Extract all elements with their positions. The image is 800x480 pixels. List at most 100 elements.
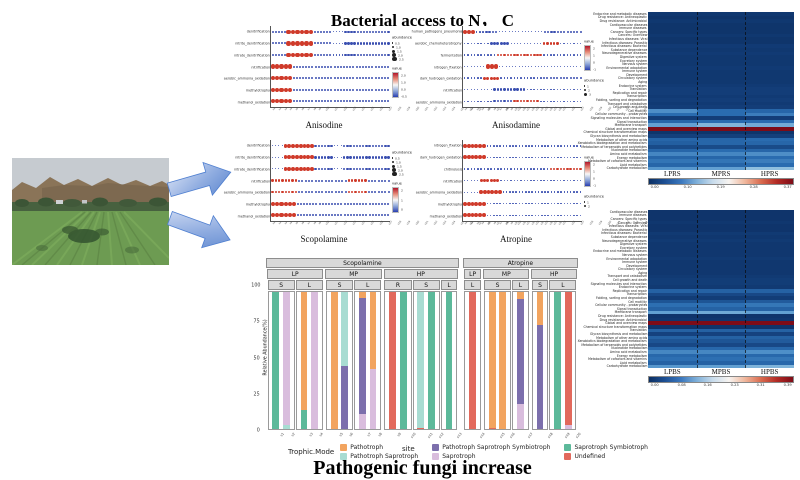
dot-cell <box>499 145 502 147</box>
dot-cell <box>502 145 505 147</box>
dot-cell <box>295 29 300 35</box>
data-dot <box>563 156 565 159</box>
data-dot <box>563 88 565 91</box>
dot-cell <box>511 156 514 159</box>
heatmap-cell <box>648 109 697 113</box>
dot-cell <box>563 145 566 147</box>
heatmap-cell <box>696 155 746 160</box>
data-dot <box>305 77 308 80</box>
dot-cell <box>287 201 292 206</box>
heatmap-cell <box>648 271 697 275</box>
data-dot <box>470 201 475 206</box>
bar-segment-s <box>359 413 366 429</box>
dot-cell <box>316 42 319 45</box>
dot-cell <box>327 100 330 103</box>
data-dot <box>323 167 327 171</box>
dot-cell <box>509 168 512 170</box>
dot-cell <box>284 190 288 194</box>
dot-cell <box>292 88 295 91</box>
heatmap-cell <box>696 317 746 322</box>
dot-cell <box>576 167 579 171</box>
data-dot <box>525 156 527 159</box>
dot-cell <box>532 53 536 57</box>
dot-cell <box>283 99 288 104</box>
heatmap-row-label: Infectious diseases: Viral <box>608 224 647 228</box>
dot-cell <box>374 167 378 171</box>
dot-cell <box>347 53 350 57</box>
data-dot <box>331 214 334 217</box>
data-dot <box>533 168 535 170</box>
heatmap-row: Signaling molecules and interaction <box>591 116 795 120</box>
dot-cell <box>342 100 346 103</box>
dot-cell <box>339 145 342 147</box>
dot-cell <box>569 179 572 182</box>
data-dot <box>480 168 482 170</box>
data-dot <box>271 64 276 69</box>
data-dot <box>546 179 549 182</box>
data-dot <box>381 156 384 159</box>
dot-cell <box>539 88 542 91</box>
dot-cell <box>339 77 342 80</box>
dot-cell <box>479 178 483 183</box>
dot-cell <box>374 156 378 159</box>
bar-slot: s13 <box>445 292 462 439</box>
data-dot <box>533 42 535 44</box>
dot-cell <box>311 191 314 194</box>
dotplot-row-label: aerobic_ammonia_oxidation <box>415 100 462 105</box>
heatmap-cell <box>696 65 746 70</box>
data-dot <box>478 201 482 206</box>
heatmap-cell <box>745 274 795 279</box>
dot-cell <box>287 167 292 171</box>
dot-cell <box>481 213 486 218</box>
dot-cell <box>489 64 494 69</box>
dot-cell <box>569 42 572 45</box>
data-dot <box>302 202 305 205</box>
heatmap-row-label: Folding, sorting and degradation <box>596 98 647 102</box>
dot-cell <box>566 202 569 205</box>
data-dot <box>290 52 296 58</box>
facet-strip-level: LP <box>267 269 324 279</box>
data-dot <box>337 156 339 158</box>
dot-cell <box>513 42 516 44</box>
dot-cell <box>490 89 493 91</box>
dot-cell <box>308 77 311 80</box>
data-dot <box>309 202 312 205</box>
heatmap-row: Drug resistance: Antimicrobial <box>600 19 795 23</box>
dot-cell <box>559 42 562 45</box>
data-dot <box>524 66 526 68</box>
data-dot <box>466 201 471 206</box>
data-dot <box>338 42 340 44</box>
dot-cell <box>350 42 353 45</box>
data-dot <box>490 168 492 170</box>
dot-cell <box>329 42 332 45</box>
heatmap-row: Aging <box>638 80 795 84</box>
bar-segment-pss <box>341 365 349 429</box>
facet-strip-compartment: S <box>325 280 354 290</box>
data-dot <box>279 87 284 92</box>
data-dot <box>377 53 381 57</box>
dot-cell <box>480 89 483 91</box>
data-dot <box>516 77 519 79</box>
stacked-bar <box>389 292 396 429</box>
data-dot <box>463 54 466 56</box>
heatmap-cell <box>696 109 746 113</box>
data-dot <box>278 156 280 158</box>
data-dot <box>323 30 326 33</box>
dot-cell <box>320 88 323 91</box>
dot-cell <box>511 202 514 205</box>
dot-cell <box>326 53 329 56</box>
data-dot <box>387 77 390 80</box>
color-scale-ticks: 2.0 1.0 0.0 -0.5 <box>401 73 407 99</box>
dot-cell <box>333 77 336 80</box>
data-dot <box>340 168 342 170</box>
dot-cell <box>387 144 390 147</box>
data-dot <box>316 42 319 45</box>
data-dot <box>275 145 277 147</box>
heatmap-row-label: Excretory system <box>619 245 647 250</box>
dot-cell <box>553 145 556 147</box>
data-dot <box>547 145 549 147</box>
data-dot <box>295 77 298 80</box>
y-tick-label: 25 <box>253 391 260 398</box>
